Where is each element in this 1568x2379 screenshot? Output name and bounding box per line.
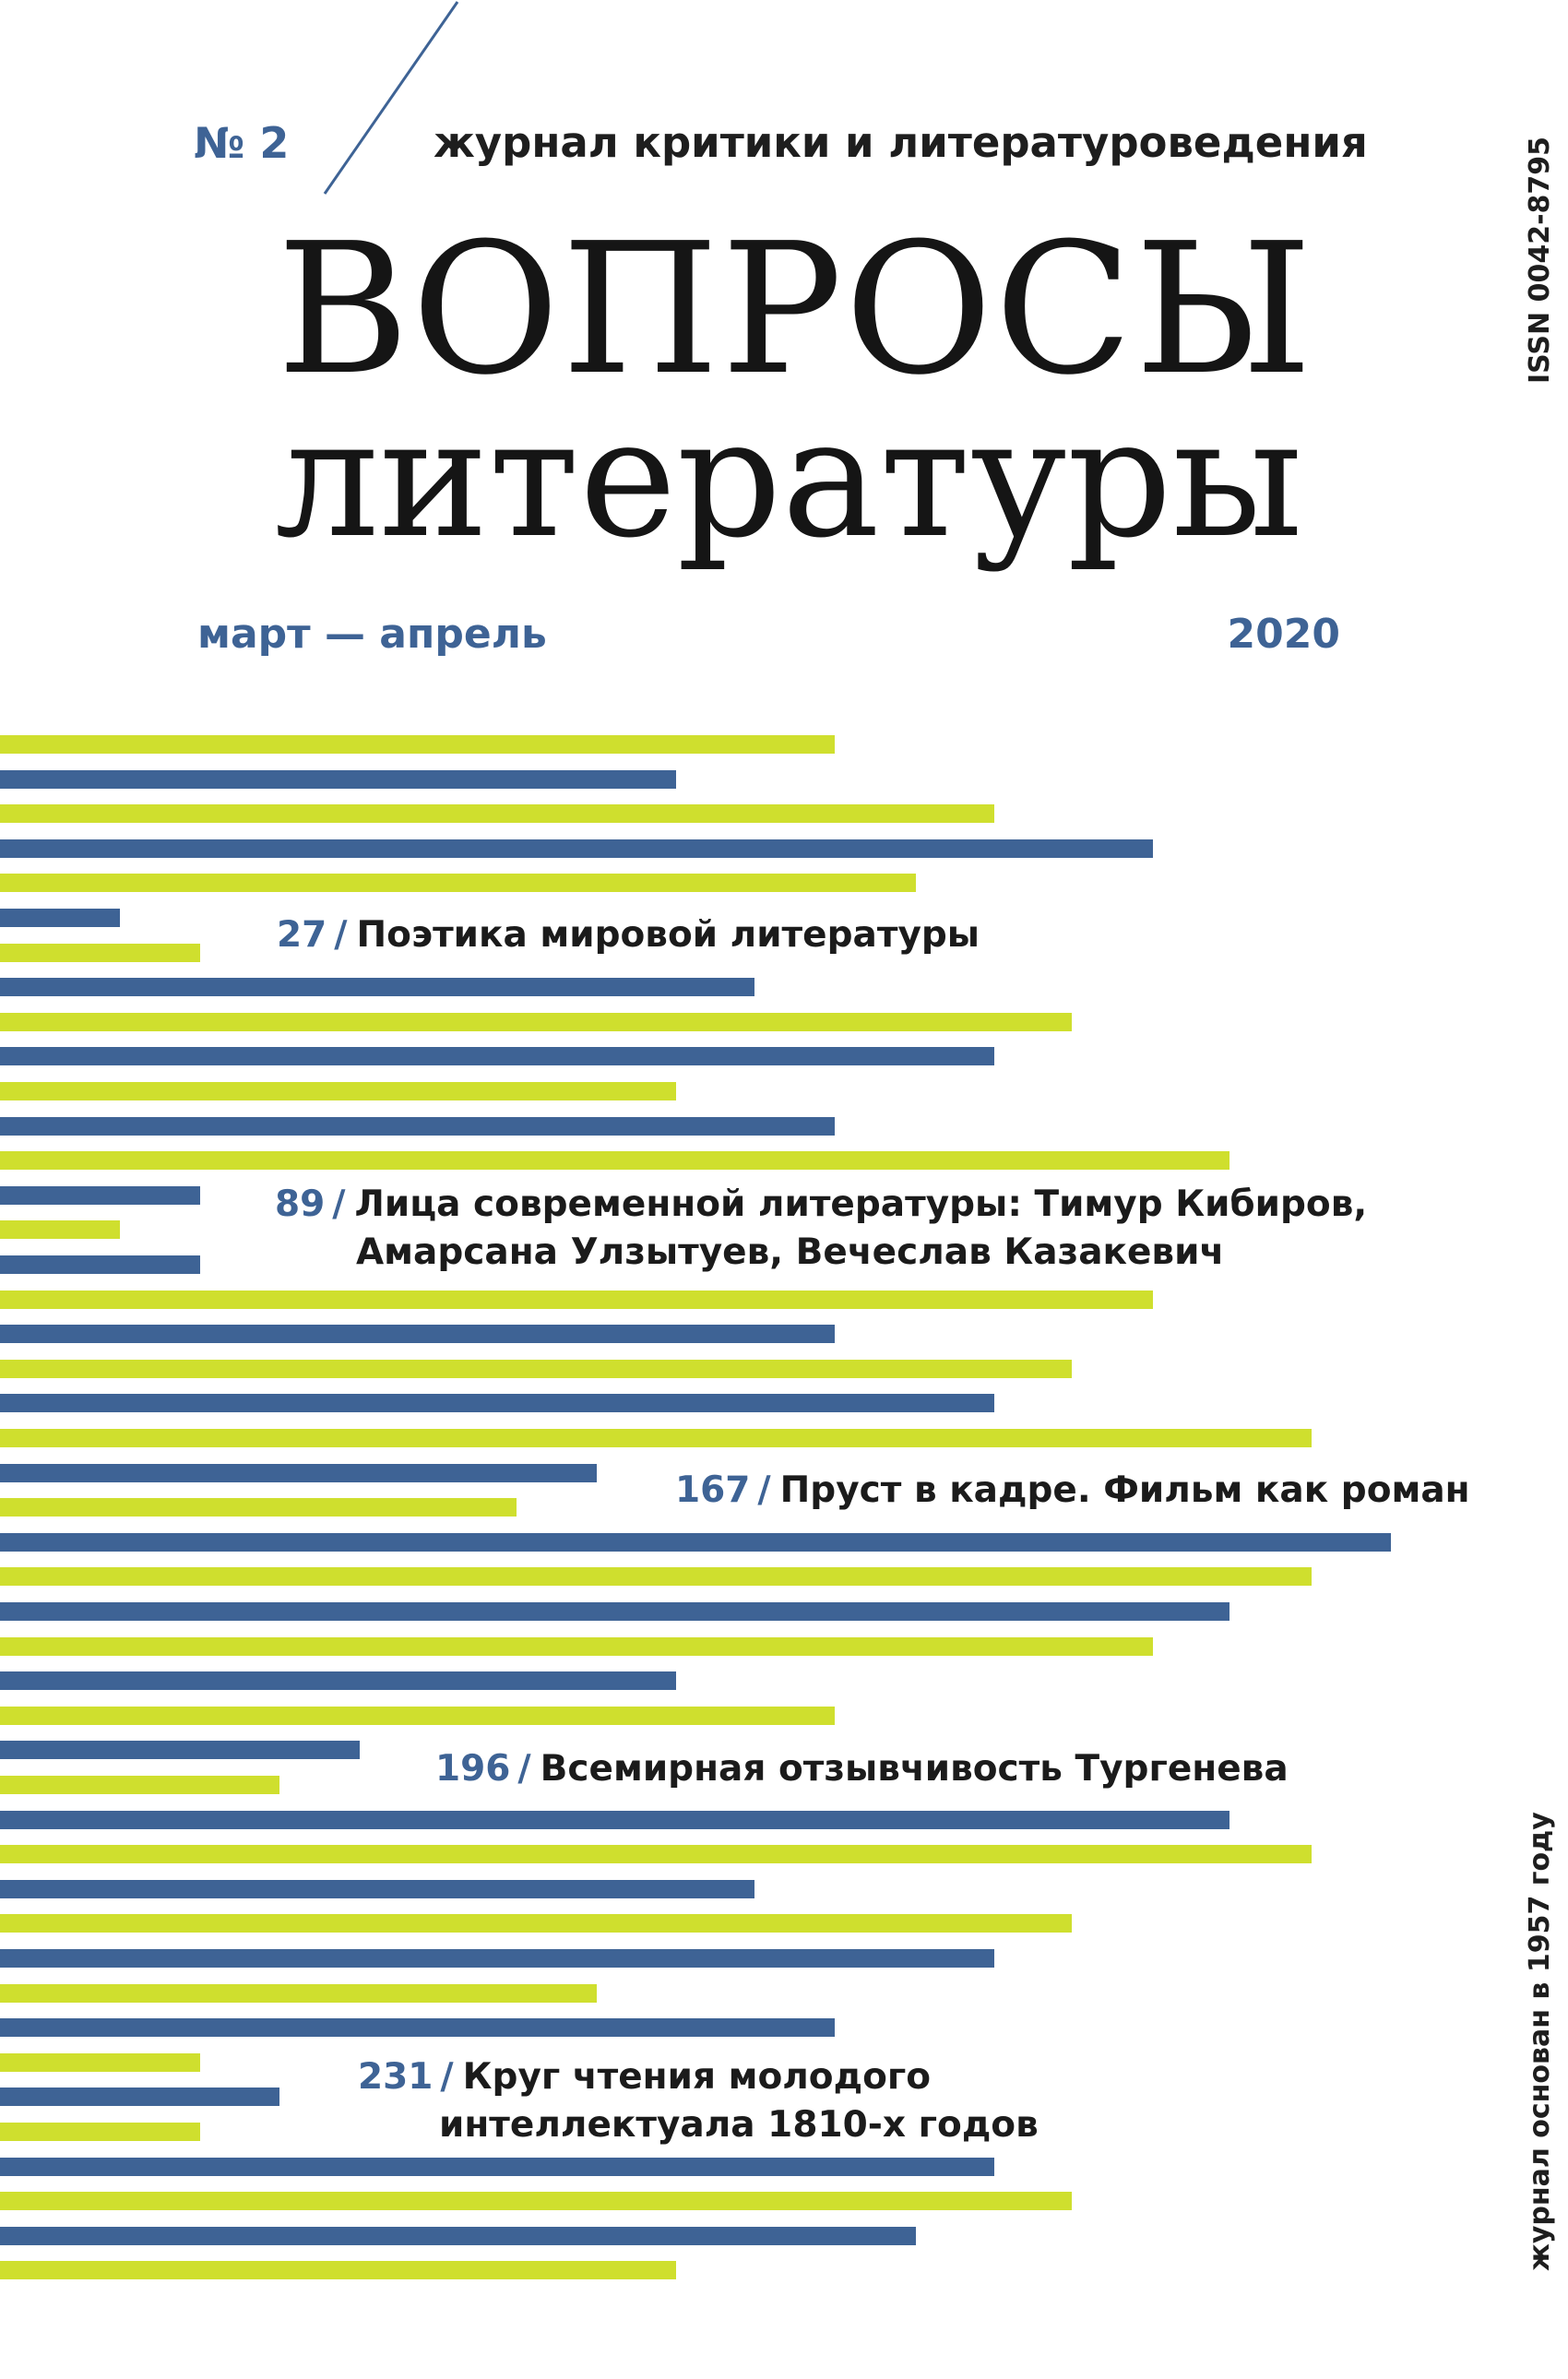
lime-stripe — [0, 2261, 676, 2279]
blue-stripe — [0, 1255, 200, 1274]
blue-stripe — [0, 1047, 994, 1065]
toc-separator: / — [757, 1469, 771, 1511]
lime-stripe — [0, 1637, 1153, 1656]
toc-page-number: 196 — [435, 1748, 511, 1790]
blue-stripe — [0, 1117, 835, 1136]
toc-separator: / — [440, 2056, 454, 2098]
blue-stripe — [0, 1533, 1391, 1552]
toc-separator: / — [332, 1184, 346, 1225]
toc-title-continued: интеллектуала 1810-х годов — [439, 2104, 1039, 2146]
blue-stripe — [0, 978, 754, 996]
lime-stripe — [0, 735, 835, 754]
toc-title: Круг чтения молодого — [462, 2056, 932, 2098]
lime-stripe — [0, 1291, 1153, 1309]
lime-stripe — [0, 1082, 676, 1100]
blue-stripe — [0, 1671, 676, 1690]
lime-stripe — [0, 1567, 1312, 1586]
toc-title: Лица современной литературы: Тимур Кибир… — [354, 1184, 1368, 1225]
founded-label: журнал основан в 1957 году — [1524, 1812, 1556, 2271]
journal-subtitle: журнал критики и литературоведения — [434, 118, 1368, 167]
blue-stripe — [0, 1741, 360, 1759]
blue-stripe — [0, 839, 1153, 858]
journal-title-line1: ВОПРОСЫ — [277, 205, 1315, 415]
toc-title: Пруст в кадре. Фильм как роман — [779, 1469, 1470, 1511]
toc-separator: / — [334, 914, 348, 956]
issn-label: ISSN 0042-8795 — [1524, 136, 1556, 384]
lime-stripe — [0, 1429, 1312, 1447]
blue-stripe — [0, 1464, 597, 1482]
blue-stripe — [0, 2227, 916, 2245]
lime-stripe — [0, 1220, 120, 1239]
lime-stripe — [0, 2053, 200, 2072]
blue-stripe — [0, 1394, 994, 1412]
lime-stripe — [0, 804, 994, 823]
blue-stripe — [0, 1949, 994, 1968]
toc-page-number: 231 — [358, 2056, 434, 2098]
lime-stripe — [0, 1914, 1072, 1933]
lime-stripe — [0, 2192, 1072, 2210]
blue-stripe — [0, 909, 120, 927]
blue-stripe — [0, 1880, 754, 1898]
slash-divider — [323, 1, 459, 195]
issue-number: № 2 — [194, 118, 290, 168]
toc-page-number: 27 — [277, 914, 327, 956]
lime-stripe — [0, 944, 200, 962]
lime-stripe — [0, 1151, 1229, 1170]
lime-stripe — [0, 1360, 1072, 1378]
toc-page-number: 167 — [675, 1469, 751, 1511]
toc-title: Всемирная отзывчивость Тургенева — [540, 1748, 1289, 1790]
lime-stripe — [0, 1845, 1312, 1863]
lime-stripe — [0, 1707, 835, 1725]
blue-stripe — [0, 1325, 835, 1343]
blue-stripe — [0, 2088, 279, 2106]
blue-stripe — [0, 2018, 835, 2037]
lime-stripe — [0, 1013, 1072, 1031]
journal-title-line2: литературы — [275, 383, 1303, 574]
toc-title-continued: Амарсана Улзытуев, Вечеслав Казакевич — [356, 1231, 1225, 1273]
toc-title: Поэтика мировой литературы — [356, 914, 980, 956]
blue-stripe — [0, 1811, 1229, 1829]
lime-stripe — [0, 874, 916, 892]
lime-stripe — [0, 1984, 597, 2003]
lime-stripe — [0, 1776, 279, 1794]
lime-stripe — [0, 1498, 517, 1517]
toc-item-167[interactable]: 167/Пруст в кадре. Фильм как роман — [675, 1467, 1470, 1515]
blue-stripe — [0, 770, 676, 789]
blue-stripe — [0, 1602, 1229, 1621]
toc-item-89[interactable]: 89/Лица современной литературы: Тимур Ки… — [275, 1181, 1368, 1277]
issue-year: 2020 — [1227, 611, 1340, 658]
toc-item-27[interactable]: 27/Поэтика мировой литературы — [277, 911, 980, 959]
toc-item-196[interactable]: 196/Всемирная отзывчивость Тургенева — [435, 1745, 1289, 1793]
blue-stripe — [0, 2158, 994, 2176]
blue-stripe — [0, 1186, 200, 1205]
lime-stripe — [0, 2123, 200, 2141]
issue-period: март — апрель — [197, 611, 547, 658]
toc-separator: / — [517, 1748, 531, 1790]
toc-page-number: 89 — [275, 1184, 326, 1225]
toc-item-231[interactable]: 231/Круг чтения молодого интеллектуала 1… — [358, 2053, 1039, 2149]
